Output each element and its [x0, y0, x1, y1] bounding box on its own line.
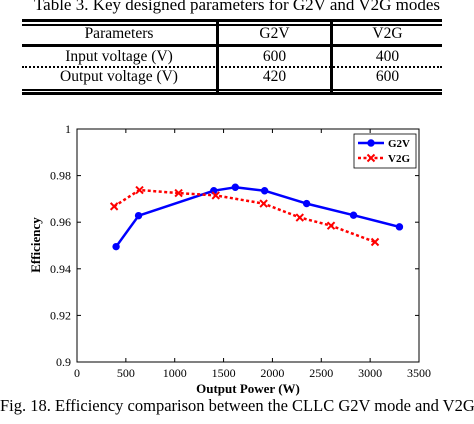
data-point-x [135, 185, 144, 195]
series-v2g [109, 185, 380, 247]
table-column-divider-2 [330, 22, 333, 94]
y-axis-ticks: 0.9 0.92 0.94 0.96 0.98 1 [50, 122, 419, 369]
y-tick-label: 0.98 [50, 169, 71, 183]
x-tick-label: 1500 [212, 366, 236, 380]
y-tick-label: 0.9 [56, 355, 71, 369]
y-tick-label: 1 [65, 122, 71, 136]
efficiency-chart-svg: 0 500 1000 1500 2000 2500 3000 3500 0.9 0.92 0.94… [28, 122, 431, 396]
table-cell-output-voltage-v2g: 600 [375, 68, 400, 85]
data-point-circle [260, 187, 269, 195]
data-point-circle [302, 199, 311, 208]
y-tick-label: 0.94 [50, 262, 71, 276]
data-point-circle [367, 139, 375, 147]
x-tick-label: 2500 [309, 366, 333, 380]
legend-item-v2g: V2G [358, 153, 410, 165]
data-point-circle [395, 223, 404, 231]
y-tick-label: 0.96 [50, 215, 71, 229]
data-point-x [326, 221, 336, 230]
data-point-x [366, 153, 376, 163]
table-cell-output-voltage-g2v: 420 [262, 68, 287, 85]
y-tick-label: 0.92 [50, 308, 71, 322]
x-axis-ticks: 0 500 1000 1500 2000 2500 3000 3500 [74, 129, 431, 380]
data-point-x [370, 237, 380, 247]
legend-box [353, 133, 417, 169]
data-point-x [259, 199, 268, 208]
legend-item-g2v: G2V [358, 138, 410, 150]
series-g2v [112, 183, 404, 251]
table-header-g2v: G2V [259, 25, 290, 42]
data-point-x [109, 202, 119, 211]
figure-caption: Fig. 18. Efficiency comparison between t… [0, 396, 474, 415]
x-tick-label: 1000 [163, 366, 187, 380]
x-axis-label: Output Power (W) [196, 381, 300, 396]
table-column-divider-1 [216, 22, 219, 94]
table-row-divider [22, 66, 442, 68]
legend-label: V2G [388, 153, 410, 165]
efficiency-chart: 0 500 1000 1500 2000 2500 3000 3500 0.9 0.92 0.94… [0, 110, 474, 419]
table-cell-output-voltage-label: Output voltage (V) [60, 68, 178, 85]
data-point-x [211, 191, 220, 200]
data-point-circle [112, 242, 120, 251]
x-tick-label: 3500 [407, 366, 431, 380]
table-caption: Table 3. Key designed parameters for G2V… [33, 0, 441, 14]
series-line-v2g [113, 188, 376, 244]
table-header-rule [22, 44, 442, 47]
data-point-x [295, 213, 304, 222]
data-point-x [174, 188, 183, 198]
series-line-g2v [115, 186, 400, 248]
table-top-rule [22, 19, 442, 22]
series-layer [109, 183, 404, 251]
x-tick-label: 500 [117, 366, 135, 380]
x-tick-label: 3000 [358, 366, 382, 380]
table-cell-input-voltage-v2g: 400 [375, 48, 400, 65]
x-tick-label: 0 [74, 366, 80, 380]
table-header-parameters: Parameters [84, 25, 154, 42]
y-axis-label: Efficiency [28, 217, 43, 273]
legend-label: G2V [388, 138, 410, 150]
table-bottom-rule [22, 89, 442, 91]
table-cell-input-voltage-g2v: 600 [262, 48, 287, 65]
table-bottom-rule-outer [22, 92, 442, 95]
data-point-circle [134, 211, 143, 220]
table-cell-input-voltage-label: Input voltage (V) [65, 48, 173, 65]
data-point-circle [349, 211, 358, 219]
x-tick-label: 2000 [260, 366, 284, 380]
data-point-circle [231, 183, 239, 191]
table-top-rule-inner [22, 24, 442, 26]
table-header-v2g: V2G [372, 25, 403, 42]
